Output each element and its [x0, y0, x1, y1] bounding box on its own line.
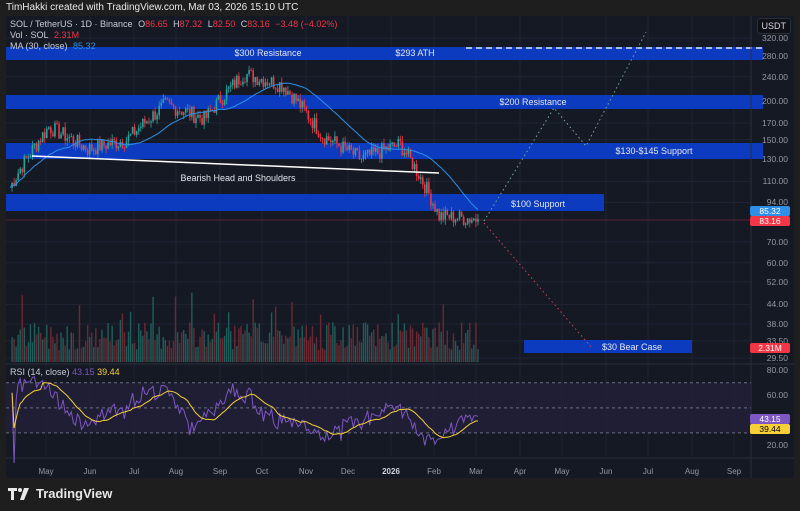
- price-tick: 320.00: [762, 33, 788, 43]
- time-tick: Aug: [684, 467, 700, 476]
- time-tick: Jun: [599, 467, 613, 476]
- time-tick: Sep: [212, 467, 228, 476]
- low-label: L: [207, 19, 213, 29]
- close-price-tag: 83.16: [750, 216, 790, 226]
- volume-value: 2.31M: [54, 30, 80, 40]
- low-value: 82.50: [212, 19, 236, 29]
- tradingview-logo[interactable]: TradingView: [8, 486, 112, 501]
- rsi-tick: 80.00: [766, 365, 788, 376]
- price-tick: 44.00: [766, 299, 788, 310]
- price-tick: 38.00: [766, 319, 788, 329]
- open-label: O: [138, 19, 146, 29]
- price-tick: 33.50: [766, 335, 788, 346]
- price-tick: 130.00: [762, 153, 788, 164]
- time-tick: May: [38, 467, 54, 476]
- time-tick: Dec: [340, 467, 356, 476]
- res200-label: $200 Resistance: [499, 97, 567, 107]
- time-tick: Apr: [513, 467, 527, 476]
- sup130-label: $130-$145 Support: [615, 146, 693, 156]
- rsi-legend: RSI (14, close) 43.15 39.44: [10, 367, 120, 377]
- close-value: 83.16: [247, 19, 270, 29]
- price-tick: 150.00: [762, 134, 788, 145]
- rsi-label[interactable]: RSI (14, close): [10, 367, 70, 377]
- ma-value: 85.32: [73, 41, 96, 51]
- symbol-legend: SOL / TetherUS · 1D · Binance O86.65 H87…: [10, 19, 340, 52]
- price-tick: 94.00: [766, 197, 788, 208]
- sup100-label: $100 Support: [510, 199, 566, 209]
- time-tick: Jul: [128, 467, 140, 476]
- volume-tag: 2.31M: [750, 343, 790, 353]
- change-value: −3.48 (−4.02%): [275, 19, 338, 29]
- price-tick: 52.00: [766, 276, 788, 287]
- price-tick: 110.00: [762, 176, 788, 187]
- open-value: 86.65: [145, 19, 168, 29]
- close-label: C: [240, 19, 248, 29]
- time-tick: Jun: [83, 467, 97, 476]
- chart-credit: TimHakki created with TradingView.com, M…: [6, 2, 299, 13]
- price-tick: 29.50: [766, 353, 788, 363]
- volume-label[interactable]: Vol · SOL: [10, 30, 49, 40]
- time-tick: May: [554, 467, 570, 476]
- rsi-value: 43.15: [72, 367, 95, 377]
- price-tick: 60.00: [766, 257, 788, 268]
- brand-name: TradingView: [36, 486, 113, 501]
- tradingview-logo-icon: [8, 487, 29, 500]
- time-tick: Jul: [642, 467, 654, 476]
- price-tick: 70.00: [766, 237, 788, 247]
- price-tick: 170.00: [762, 117, 788, 128]
- time-tick: Sep: [726, 467, 742, 476]
- time-tick: Mar: [469, 467, 483, 476]
- pattern-label: Bearish Head and Shoulders: [180, 173, 296, 183]
- time-tick: 2026: [382, 467, 400, 476]
- price-tick: 200.00: [762, 96, 788, 107]
- chart-frame[interactable]: SOL / TetherUS · 1D · Binance O86.65 H87…: [6, 16, 794, 478]
- currency-button[interactable]: USDT: [756, 18, 791, 34]
- rsi-tick: 60.00: [766, 390, 788, 401]
- rsi-tag: 43.15: [750, 414, 790, 424]
- price-chart[interactable]: [6, 16, 794, 478]
- ma-label[interactable]: MA (30, close): [10, 41, 68, 51]
- time-tick: Oct: [255, 467, 269, 476]
- price-tick: 240.00: [762, 71, 788, 82]
- time-tick: Feb: [427, 467, 441, 476]
- price-tick: 280.00: [762, 50, 788, 61]
- res300-label: $300 Resistance: [234, 48, 302, 58]
- bear30-label: $30 Bear Case: [601, 342, 663, 352]
- high-value: 87.32: [179, 19, 203, 29]
- ath-label: $293 ATH: [395, 48, 435, 58]
- time-tick: Aug: [168, 467, 184, 476]
- rsi-ma-tag: 39.44: [750, 424, 790, 434]
- rsi-ma-value: 39.44: [97, 367, 120, 377]
- rsi-tick: 20.00: [766, 440, 788, 451]
- high-label: H: [173, 19, 180, 29]
- ma-price-tag: 85.32: [750, 206, 790, 216]
- time-tick: Nov: [298, 467, 314, 476]
- symbol-name[interactable]: SOL / TetherUS · 1D · Binance: [10, 19, 133, 29]
